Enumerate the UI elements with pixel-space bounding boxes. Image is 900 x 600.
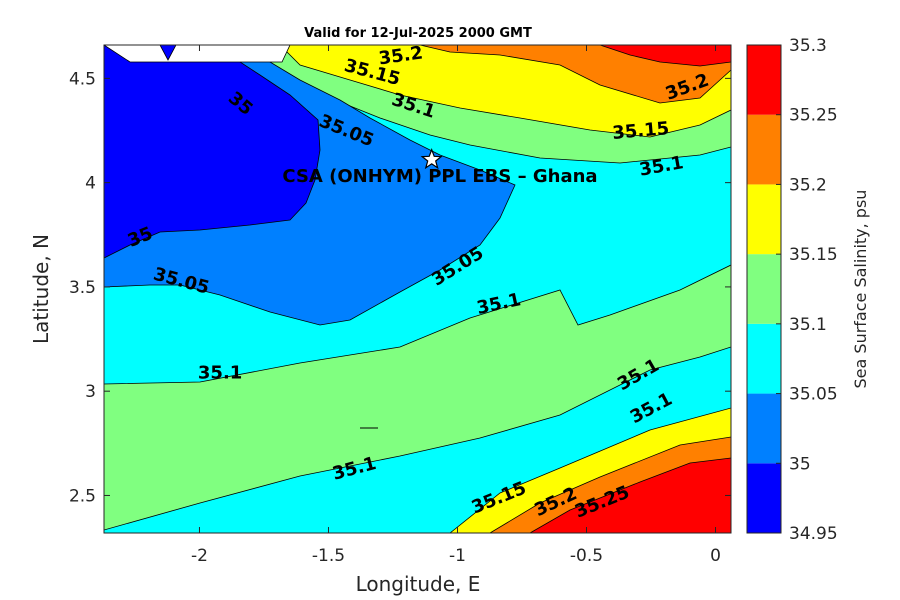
colorbar-segment [747, 114, 781, 185]
y-tick-label: 3.5 [69, 278, 96, 298]
colorbar-segment [747, 254, 781, 324]
land-notch [159, 45, 177, 61]
band-34.95-35 [104, 45, 321, 259]
x-tick-label: -2 [191, 546, 208, 566]
y-tick-label: 4.5 [69, 69, 96, 89]
band-35.1-35.15-south [104, 264, 731, 531]
colorbar-segment [747, 45, 781, 115]
colorbar-label: Sea Surface Salinity, psu [851, 190, 870, 389]
colorbar-frame [746, 44, 782, 534]
colorbar-tick-label: 35.1 [789, 315, 827, 335]
x-tick-label: -0.5 [570, 546, 603, 566]
colorbar-segment [747, 184, 781, 255]
contour-label: 35.15 [611, 118, 670, 144]
map-title: Valid for 12-Jul-2025 2000 GMT [304, 26, 532, 41]
x-tick-label: 0 [710, 546, 721, 566]
x-axis-ticks: -2 -1.5 -1 -0.5 0 [191, 45, 721, 566]
y-tick-label: 2.5 [69, 486, 96, 506]
colorbar-segment [747, 323, 781, 394]
colorbar: 34.95 35 35.05 35.1 35.15 35.2 35.25 35.3 [746, 36, 838, 544]
star-icon [420, 148, 443, 170]
x-axis-label: Longitude, E [356, 572, 481, 596]
band-35.25-35.3-south [529, 457, 731, 533]
colorbar-tick-label: 35.2 [789, 175, 827, 195]
colorbar-tick-label: 35.25 [789, 106, 838, 126]
land-mask [104, 45, 291, 63]
x-tick-label: -1 [449, 546, 466, 566]
colorbar-tick-label: 35.05 [789, 385, 838, 405]
y-axis-ticks: 2.5 3 3.5 4 4.5 [69, 69, 731, 506]
y-tick-label: 3 [85, 382, 96, 402]
colorbar-tick-label: 35.3 [789, 36, 827, 56]
colorbar-segment [747, 393, 781, 464]
colorbar-tick-label: 34.95 [789, 524, 838, 544]
contour-label: 35.1 [198, 362, 242, 383]
site-marker [420, 148, 443, 170]
colorbar-tick-label: 35.15 [789, 245, 838, 265]
y-axis-label: Latitude, N [29, 234, 53, 344]
x-tick-label: -1.5 [312, 546, 345, 566]
plot-frame [103, 44, 732, 534]
site-label: CSA (ONHYM) PPL EBS – Ghana [282, 166, 597, 187]
colorbar-tick-label: 35 [789, 454, 811, 474]
band-35.25-35.3-north [599, 45, 731, 67]
contour-field [104, 45, 731, 533]
y-tick-label: 4 [85, 174, 96, 194]
colorbar-segment [747, 463, 781, 533]
